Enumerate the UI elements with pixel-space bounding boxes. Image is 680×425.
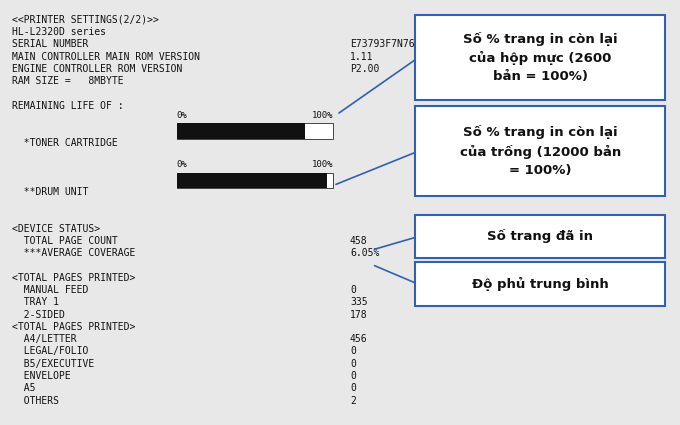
Text: ENGINE CONTROLLER ROM VERSION: ENGINE CONTROLLER ROM VERSION bbox=[12, 64, 182, 74]
Text: REMAINING LIFE OF :: REMAINING LIFE OF : bbox=[12, 101, 124, 110]
Text: 0: 0 bbox=[350, 371, 356, 381]
Text: 2-SIDED: 2-SIDED bbox=[12, 309, 65, 320]
Text: *TONER CARTRIDGE: *TONER CARTRIDGE bbox=[12, 138, 118, 147]
Text: 0: 0 bbox=[350, 383, 356, 393]
Text: <DEVICE STATUS>: <DEVICE STATUS> bbox=[12, 224, 100, 233]
Bar bbox=[177, 124, 305, 139]
Text: 2: 2 bbox=[350, 396, 356, 405]
Text: 335: 335 bbox=[350, 297, 368, 307]
Text: Số % trang in còn lại
của hộp mực (2600
bản = 100%): Số % trang in còn lại của hộp mực (2600 … bbox=[463, 31, 617, 83]
Text: 1.11: 1.11 bbox=[350, 51, 373, 62]
Text: HL-L2320D series: HL-L2320D series bbox=[12, 27, 106, 37]
Text: 0: 0 bbox=[350, 346, 356, 357]
Text: 100%: 100% bbox=[312, 160, 333, 169]
Bar bbox=[177, 124, 333, 139]
Text: B5/EXECUTIVE: B5/EXECUTIVE bbox=[12, 359, 95, 369]
Text: <TOTAL PAGES PRINTED>: <TOTAL PAGES PRINTED> bbox=[12, 322, 135, 332]
Text: 0: 0 bbox=[350, 285, 356, 295]
FancyBboxPatch shape bbox=[415, 106, 665, 196]
Text: **DRUM UNIT: **DRUM UNIT bbox=[12, 187, 88, 197]
Text: 0%: 0% bbox=[177, 111, 188, 120]
Text: 100%: 100% bbox=[312, 111, 333, 120]
Text: ***AVERAGE COVERAGE: ***AVERAGE COVERAGE bbox=[12, 248, 135, 258]
Text: P2.00: P2.00 bbox=[350, 64, 379, 74]
Text: <<PRINTER SETTINGS(2/2)>>: <<PRINTER SETTINGS(2/2)>> bbox=[12, 15, 159, 25]
FancyBboxPatch shape bbox=[415, 14, 665, 100]
Text: ENVELOPE: ENVELOPE bbox=[12, 371, 71, 381]
Text: Số % trang in còn lại
của trống (12000 bản
= 100%): Số % trang in còn lại của trống (12000 b… bbox=[460, 125, 621, 177]
Text: 0: 0 bbox=[350, 359, 356, 369]
Text: A5: A5 bbox=[12, 383, 35, 393]
Text: 0%: 0% bbox=[177, 160, 188, 169]
FancyBboxPatch shape bbox=[415, 215, 665, 258]
Text: MANUAL FEED: MANUAL FEED bbox=[12, 285, 88, 295]
Text: TRAY 1: TRAY 1 bbox=[12, 297, 59, 307]
Text: LEGAL/FOLIO: LEGAL/FOLIO bbox=[12, 346, 88, 357]
FancyBboxPatch shape bbox=[415, 263, 665, 306]
Text: SERIAL NUMBER: SERIAL NUMBER bbox=[12, 39, 88, 49]
Bar bbox=[177, 173, 333, 188]
Text: 178: 178 bbox=[350, 309, 368, 320]
Text: RAM SIZE =   8MBYTE: RAM SIZE = 8MBYTE bbox=[12, 76, 124, 86]
Text: TOTAL PAGE COUNT: TOTAL PAGE COUNT bbox=[12, 236, 118, 246]
Text: Độ phủ trung bình: Độ phủ trung bình bbox=[472, 278, 609, 292]
Text: OTHERS: OTHERS bbox=[12, 396, 59, 405]
Text: A4/LETTER: A4/LETTER bbox=[12, 334, 77, 344]
Text: E73793F7N763846: E73793F7N763846 bbox=[350, 39, 438, 49]
Text: Số trang đã in: Số trang đã in bbox=[488, 230, 593, 244]
Text: <TOTAL PAGES PRINTED>: <TOTAL PAGES PRINTED> bbox=[12, 273, 135, 283]
Text: MAIN CONTROLLER MAIN ROM VERSION: MAIN CONTROLLER MAIN ROM VERSION bbox=[12, 51, 200, 62]
Text: 458: 458 bbox=[350, 236, 368, 246]
Text: 6.05%: 6.05% bbox=[350, 248, 379, 258]
Bar bbox=[177, 173, 327, 188]
Text: 456: 456 bbox=[350, 334, 368, 344]
